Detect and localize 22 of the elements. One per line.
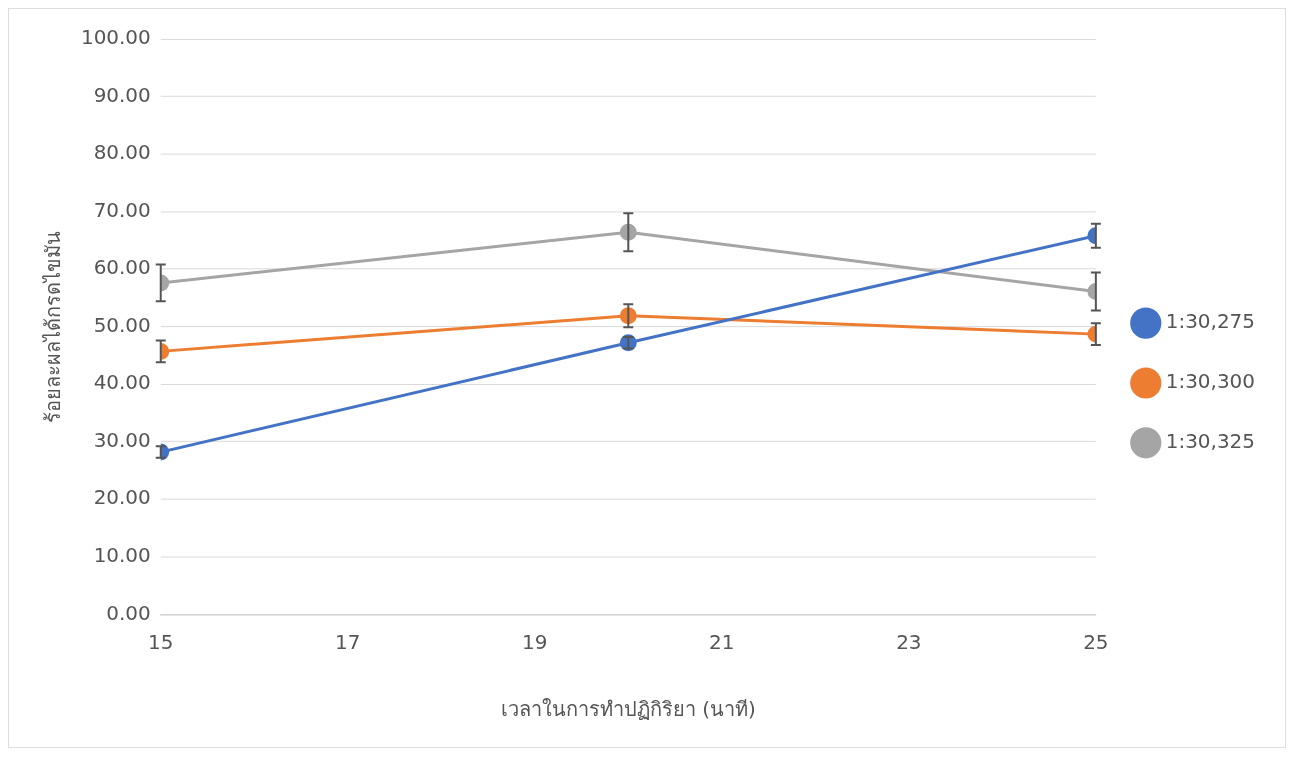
- legend-label: 1:30,275: [1165, 309, 1255, 334]
- y-tick-label: 20.00: [93, 485, 151, 510]
- y-tick-label: 60.00: [93, 255, 151, 280]
- y-tick-label: 90.00: [93, 82, 151, 107]
- x-tick-label: 23: [896, 630, 922, 655]
- y-tick-label: 50.00: [93, 312, 151, 337]
- x-axis-title: เวลาในการทำปฏิกิริยา (นาที): [500, 697, 756, 722]
- legend-label: 1:30,300: [1165, 369, 1255, 394]
- y-axis-title: ร้อยละผลได้กรดไขมัน: [41, 230, 66, 423]
- y-tick-label: 0.00: [106, 600, 151, 625]
- y-tick-label: 30.00: [93, 427, 151, 452]
- y-tick-label: 100.00: [80, 25, 151, 50]
- legend-label: 1:30,325: [1165, 429, 1255, 454]
- x-tick-label: 21: [709, 630, 735, 655]
- x-tick-label: 19: [522, 630, 548, 655]
- y-tick-label: 10.00: [93, 543, 151, 567]
- x-tick-label: 15: [148, 630, 174, 655]
- y-tick-label: 40.00: [93, 370, 151, 395]
- x-tick-label: 17: [335, 630, 361, 655]
- y-tick-label: 80.00: [93, 140, 151, 165]
- x-tick-label: 25: [1083, 630, 1109, 655]
- y-tick-label: 70.00: [93, 197, 151, 222]
